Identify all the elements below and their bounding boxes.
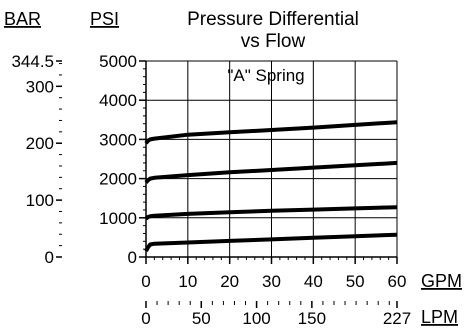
gpm-tick-label: 20 — [220, 272, 239, 291]
series-group — [144, 120, 398, 253]
chart-subtitle: vs Flow — [241, 31, 306, 52]
lpm-tick-label: 50 — [192, 309, 211, 328]
lpm-tick-label: 0 — [141, 309, 150, 328]
spring-annotation: "A" Spring — [227, 66, 304, 85]
series-line-3 — [144, 160, 398, 184]
lpm-tick-label: 100 — [242, 309, 270, 328]
chart-title: Pressure Differential — [187, 9, 359, 30]
psi-tick-label: 1000 — [99, 209, 137, 228]
bar-tick-label: 0 — [45, 248, 54, 267]
gpm-tick-label: 60 — [388, 272, 407, 291]
gpm-unit-label: GPM — [421, 271, 462, 291]
lpm-unit-label: LPM — [421, 307, 458, 327]
lpm-tick-label: 227 — [383, 309, 411, 328]
bar-tick-label: 200 — [26, 134, 54, 153]
psi-tick-label: 4000 — [99, 91, 137, 110]
bar-tick-label: 100 — [26, 191, 54, 210]
gpm-tick-label: 10 — [178, 272, 197, 291]
bar-tick-label: 344.5 — [11, 52, 54, 71]
psi-tick-label: 0 — [128, 248, 137, 267]
psi-tick-label: 5000 — [99, 52, 137, 71]
psi-tick-label: 2000 — [99, 170, 137, 189]
series-line-4 — [144, 120, 398, 145]
gpm-tick-label: 50 — [346, 272, 365, 291]
gpm-tick-label: 0 — [141, 272, 150, 291]
gpm-tick-label: 40 — [304, 272, 323, 291]
gpm-tick-label: 30 — [262, 272, 281, 291]
psi-tick-label: 3000 — [99, 130, 137, 149]
series-line-1 — [144, 232, 398, 253]
series-line-2 — [144, 205, 398, 221]
lpm-tick-label: 150 — [298, 309, 326, 328]
bar-tick-label: 300 — [26, 77, 54, 96]
bar-unit-label: BAR — [4, 9, 41, 29]
grid — [146, 60, 398, 257]
psi-unit-label: PSI — [90, 9, 119, 29]
